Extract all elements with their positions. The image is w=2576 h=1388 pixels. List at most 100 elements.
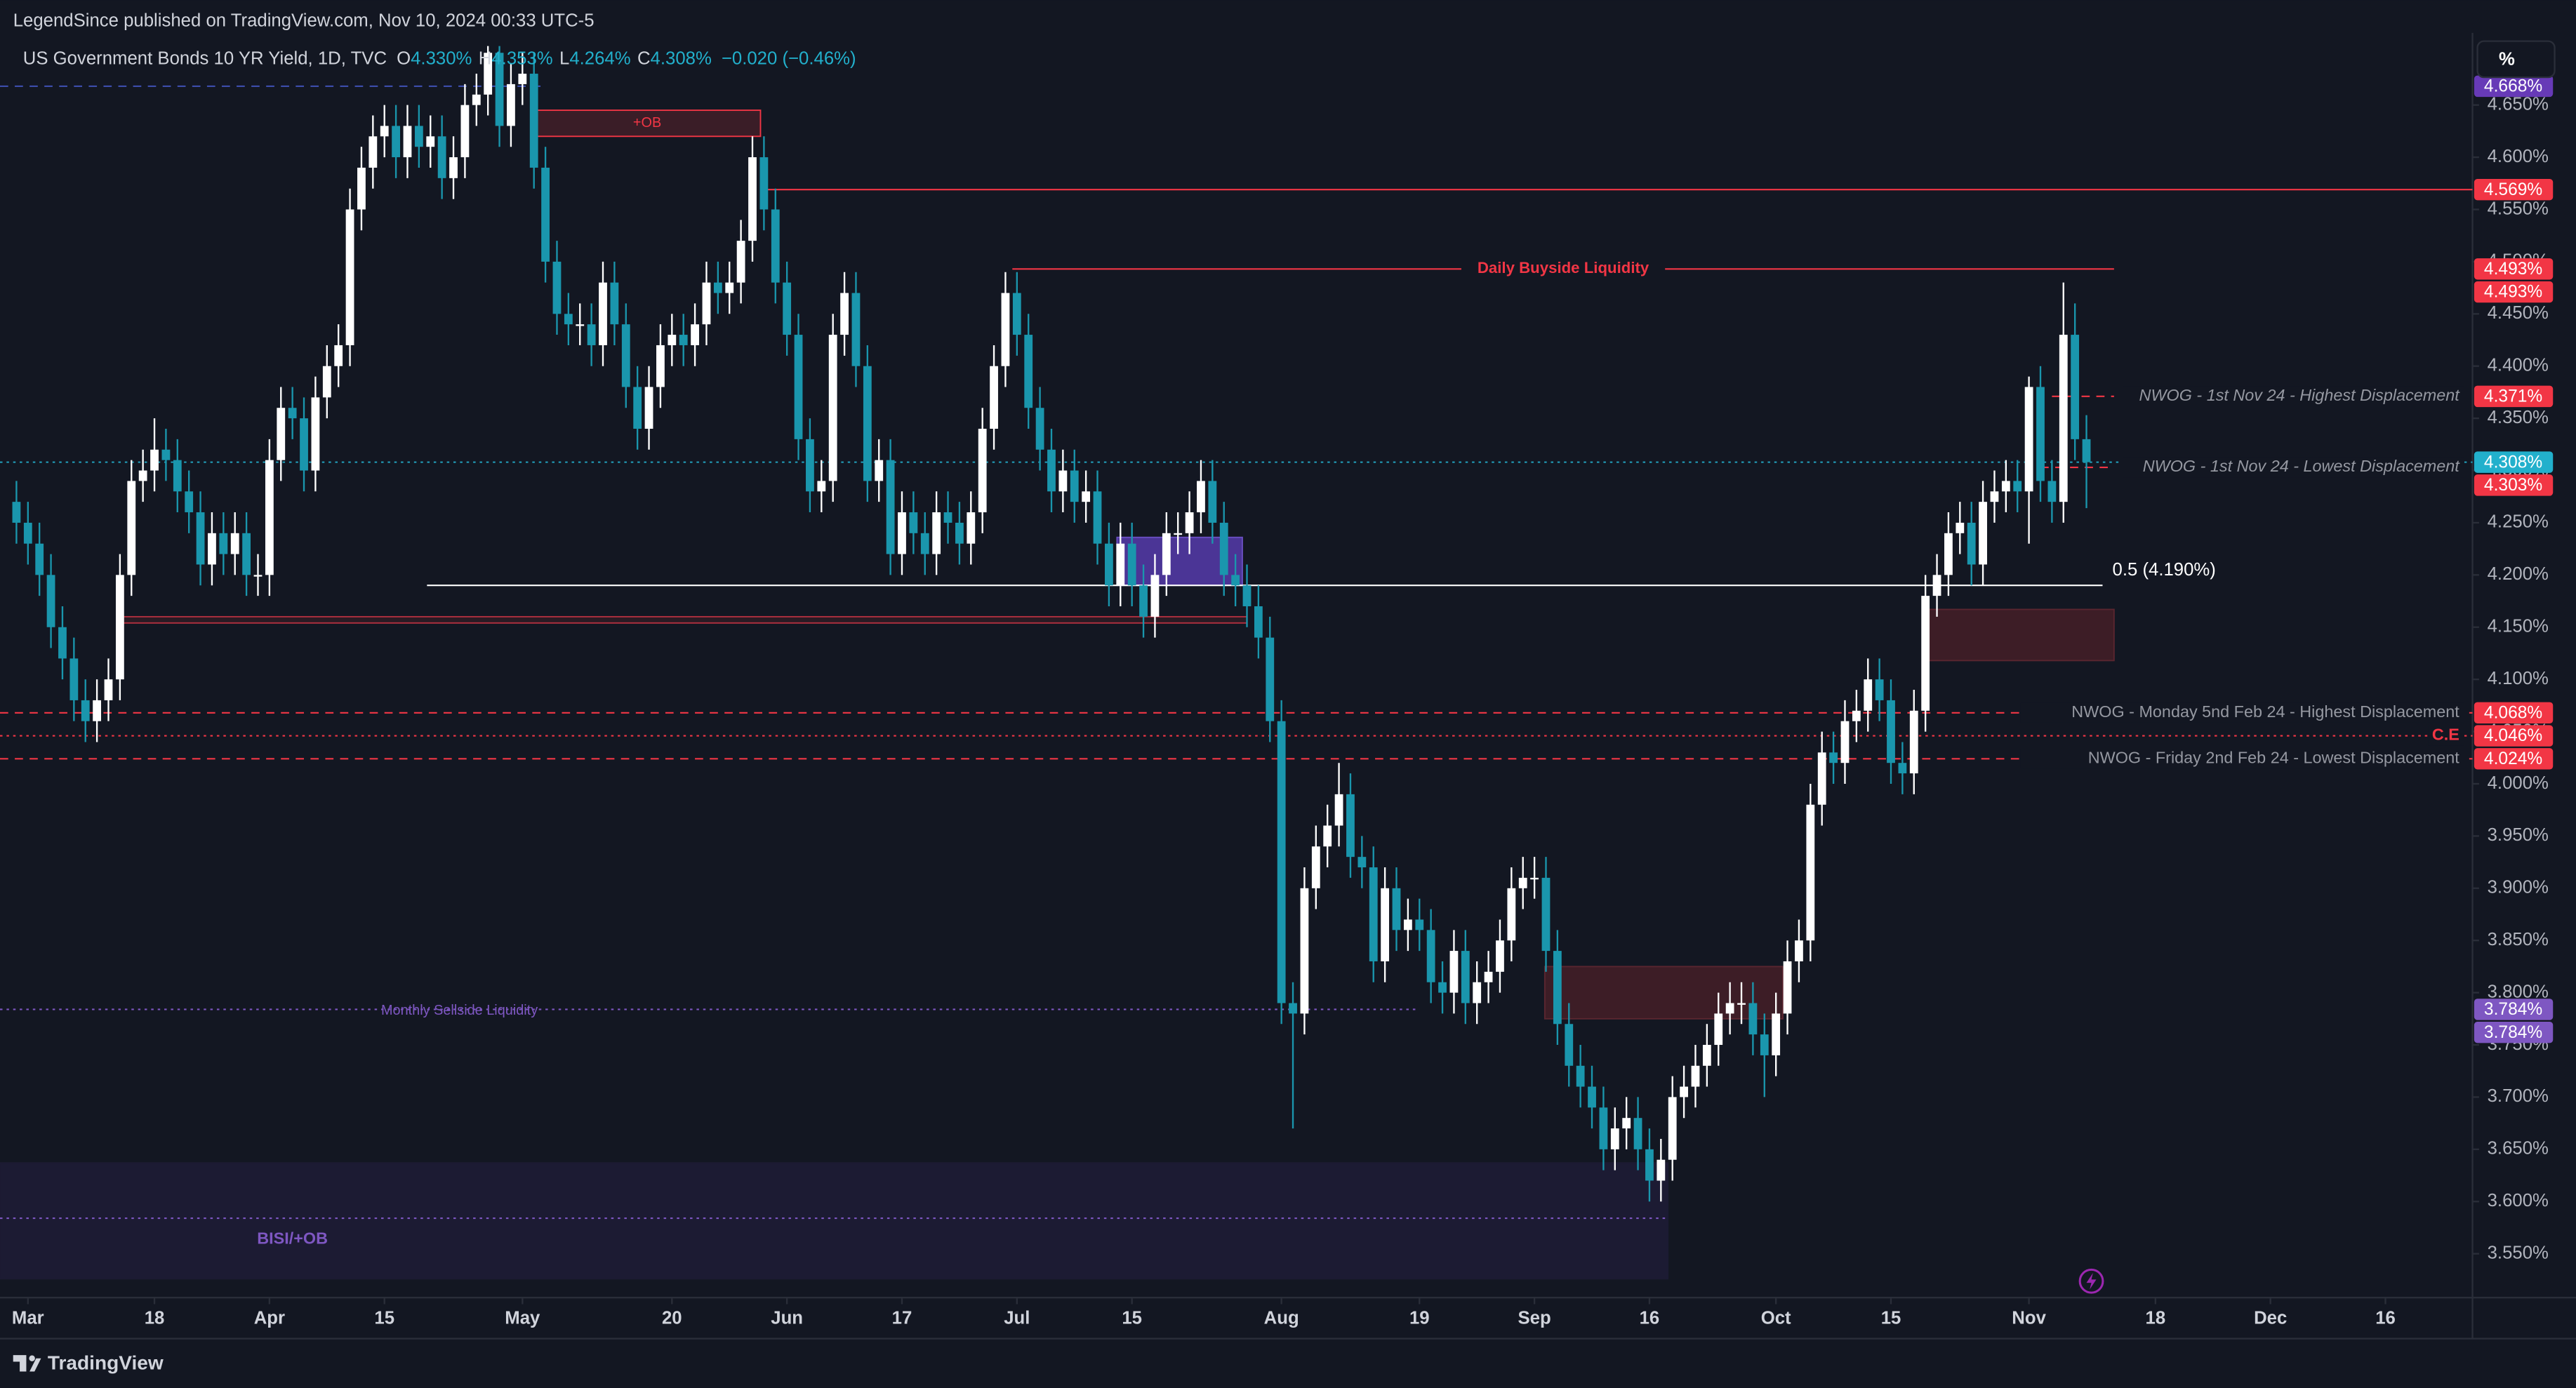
candle-body (300, 418, 308, 471)
candle-body (495, 53, 504, 126)
price-label-bg (2474, 748, 2554, 770)
candle-body (1691, 1065, 1700, 1087)
legend-value: 4.308% (651, 48, 712, 68)
candle-body (1105, 543, 1113, 586)
y-tick-label: 4.550% (2488, 199, 2549, 218)
candle-body (1311, 846, 1320, 888)
candle-body (2024, 387, 2033, 492)
price-label-bg (2474, 258, 2554, 280)
candle-body (357, 167, 366, 210)
candle-body (1254, 606, 1263, 638)
level-label: C.E (2432, 726, 2459, 744)
x-tick-label: 18 (2146, 1308, 2166, 1328)
unit-button[interactable] (2476, 40, 2556, 79)
candle-body (23, 522, 32, 544)
price-label: 4.308% (2484, 453, 2542, 472)
price-label-bg (2474, 281, 2554, 303)
candle-body (322, 366, 331, 398)
candle-body (1403, 919, 1412, 930)
candle-body (920, 533, 929, 554)
candle-body (2082, 439, 2091, 462)
candle-body (564, 314, 573, 325)
candle-body (1725, 1003, 1734, 1014)
zone-box (1543, 966, 1784, 1020)
label-bg (2428, 726, 2464, 746)
label-bg (2020, 749, 2464, 769)
y-tick-label: 3.700% (2488, 1086, 2549, 1106)
candle-body (219, 533, 228, 554)
candle-body (1588, 1086, 1596, 1108)
level-label: NWOG - 1st Nov 24 - Highest Displacement (2139, 386, 2461, 404)
candle-body (783, 282, 792, 335)
candle-body (449, 157, 458, 178)
candle-body (1772, 1013, 1781, 1055)
lightning-icon[interactable] (2078, 1268, 2104, 1294)
candle-body (1277, 721, 1286, 1003)
legend-value: 4.264% (569, 48, 630, 68)
candle-body (1197, 481, 1205, 513)
candle-body (1093, 491, 1102, 544)
candle-body (1461, 951, 1470, 1003)
candle-body (369, 136, 378, 168)
candle-body (817, 481, 826, 492)
candle-body (380, 126, 389, 137)
candle-body (806, 439, 814, 492)
zone-box (0, 1162, 1669, 1280)
candle-body (1035, 408, 1044, 450)
candle-body (277, 408, 286, 460)
y-tick-label: 4.250% (2488, 512, 2549, 532)
symbol-title: US Government Bonds 10 YR Yield, 1D, TVC (23, 48, 387, 68)
candle-body (1001, 293, 1010, 366)
candle-body (610, 282, 619, 325)
candle-body (1898, 763, 1907, 774)
candle-body (437, 136, 446, 178)
candle-body (46, 575, 55, 627)
candle-body (1645, 1149, 1654, 1181)
candle-body (1840, 721, 1850, 763)
candle-body (208, 533, 216, 565)
candle-body (1702, 1045, 1711, 1066)
price-label-bg (2474, 702, 2554, 723)
legend-key: H (479, 48, 492, 68)
candle-body (1082, 491, 1091, 502)
candle-body (426, 136, 435, 147)
candle-body (691, 324, 699, 345)
tv-logo (13, 1355, 41, 1372)
y-tick-label: 4.150% (2488, 617, 2549, 636)
candle-body (1737, 1003, 1746, 1005)
candle-body (679, 335, 688, 345)
unit-label[interactable]: % (2499, 49, 2515, 69)
candle-body (955, 522, 964, 544)
candle-body (253, 575, 263, 577)
candle-body (1289, 1003, 1297, 1014)
candle-body (1530, 877, 1539, 880)
legend-value: 4.330% (411, 48, 472, 68)
candle-body (736, 241, 745, 283)
x-tick-label: Jun (771, 1308, 803, 1328)
candle-body (621, 324, 630, 387)
candle-body (1139, 585, 1148, 617)
candle-body (1473, 982, 1482, 1003)
x-tick-label: May (505, 1308, 540, 1328)
legend-change: −0.020 (−0.46%) (722, 48, 856, 68)
legend-key: O (397, 48, 411, 68)
candle-body (196, 512, 205, 565)
label-bg (2123, 386, 2464, 406)
level-label: 0.5 (4.190%) (2113, 560, 2216, 580)
candle-body (1116, 543, 1125, 586)
x-tick-label: Mar (12, 1308, 44, 1328)
label-bg (2123, 458, 2464, 478)
level-label: NWOG - 1st Nov 24 - Lowest Displacement (2143, 457, 2461, 475)
candle-body (1714, 1013, 1723, 1046)
candle-body (1541, 877, 1551, 952)
candle-body (484, 53, 493, 95)
price-label: 4.303% (2484, 476, 2542, 495)
candle-body (2001, 481, 2010, 492)
x-tick-label: Dec (2254, 1308, 2287, 1328)
y-tick-label: 3.650% (2488, 1139, 2549, 1159)
candle-body (345, 209, 354, 345)
price-label: 4.024% (2484, 749, 2542, 768)
candle-body (1748, 1003, 1758, 1035)
lightning-bolt (2086, 1273, 2097, 1290)
candle-body (529, 74, 538, 168)
